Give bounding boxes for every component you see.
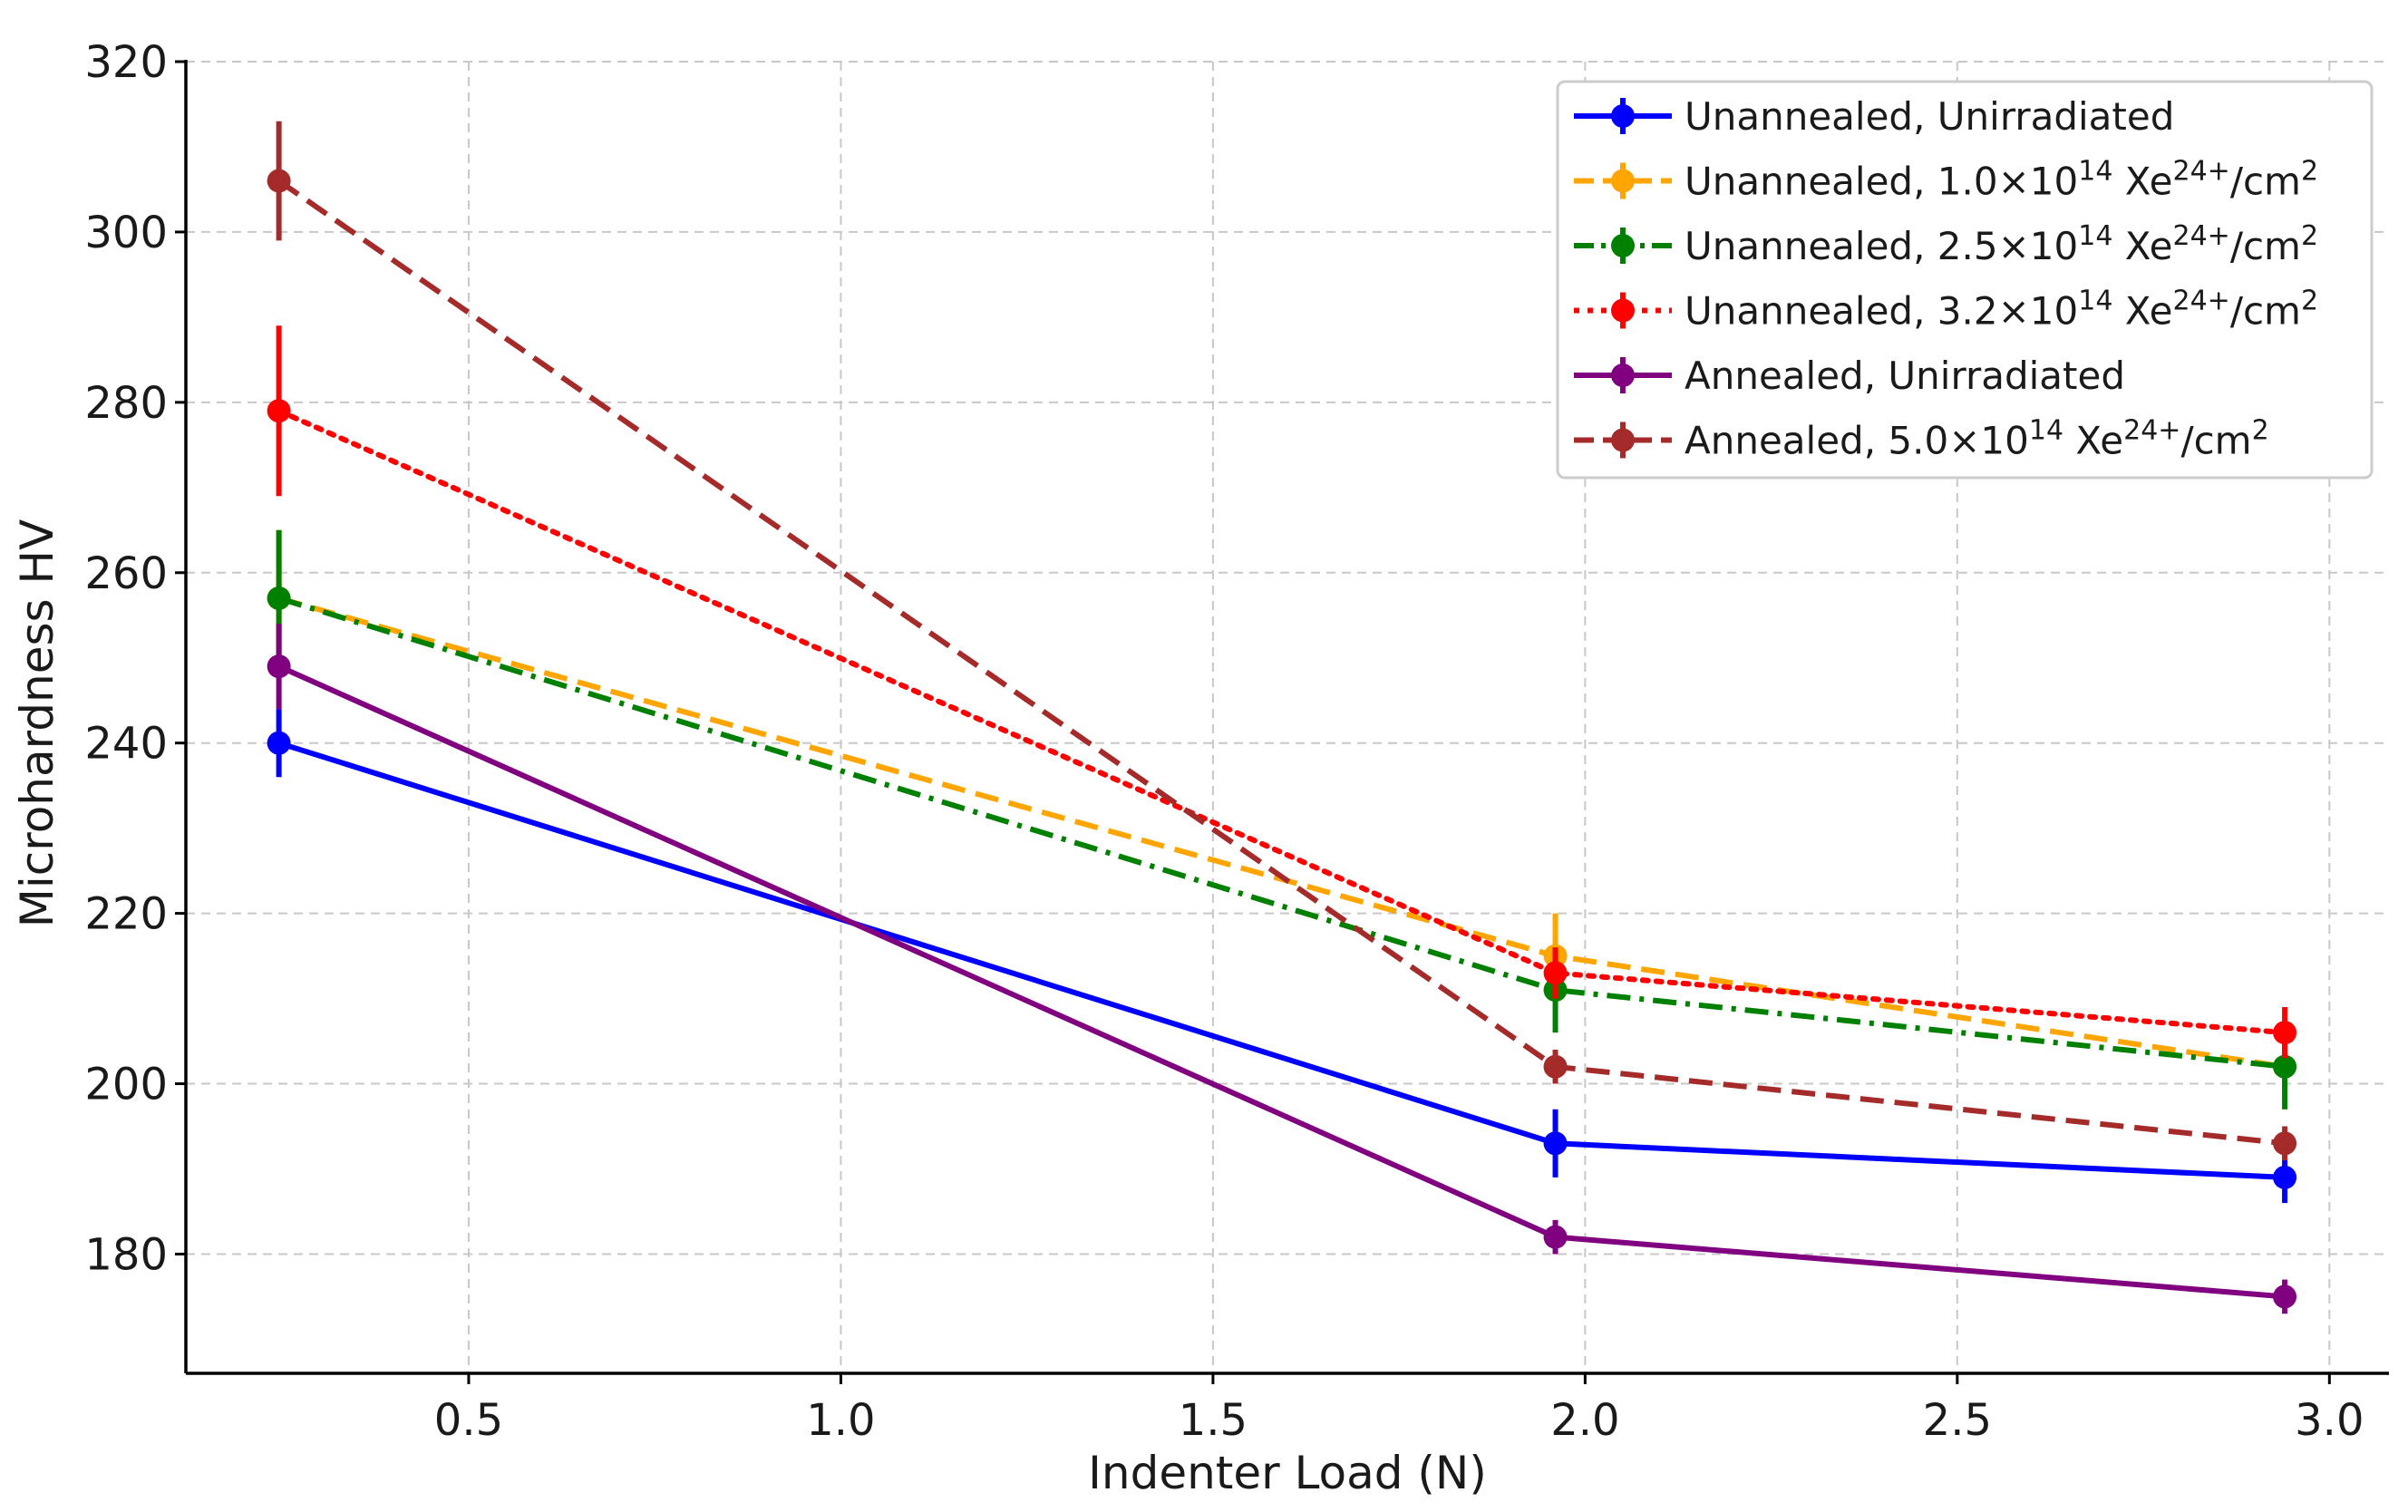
legend-text-part: Unannealed, bbox=[1685, 289, 1937, 334]
legend-marker bbox=[1611, 363, 1635, 387]
legend-superscript: 2 bbox=[2301, 286, 2318, 317]
y-tick-label: 280 bbox=[84, 378, 168, 429]
legend-text-part: /cm bbox=[2180, 419, 2251, 463]
legend-label: Annealed, 5.0×1014​ Xe24+​/cm2​ bbox=[1685, 415, 2269, 463]
series-line bbox=[277, 596, 2286, 1070]
legend-marker bbox=[1611, 298, 1635, 323]
series-line bbox=[276, 408, 2288, 1036]
legend-text-part: Unannealed, bbox=[1685, 224, 1937, 268]
legend-text-part: Annealed, Unirradiated bbox=[1685, 354, 2125, 398]
legend-superscript: 24+ bbox=[2173, 286, 2230, 317]
legend-text-part: Xe bbox=[2112, 160, 2172, 204]
y-tick-label: 260 bbox=[84, 548, 168, 599]
legend-text-part: 2.5×10 bbox=[1937, 224, 2078, 268]
legend-marker bbox=[1611, 169, 1635, 193]
legend-text-part: Unannealed, Unirradiated bbox=[1685, 94, 2174, 139]
data-point bbox=[267, 399, 291, 423]
legend-text-part: Xe bbox=[2063, 419, 2123, 463]
legend-entry: Unannealed, Unirradiated bbox=[1574, 94, 2174, 139]
legend-entry: Unannealed, 3.2×1014​ Xe24+​/cm2​ bbox=[1574, 286, 2318, 334]
legend-label: Unannealed, 1.0×1014​ Xe24+​/cm2​ bbox=[1685, 156, 2318, 204]
x-tick-label: 3.0 bbox=[2295, 1395, 2364, 1446]
data-point bbox=[2273, 1021, 2297, 1045]
legend-box bbox=[1556, 80, 2374, 480]
x-tick-label: 2.5 bbox=[1923, 1395, 1992, 1446]
legend-text-part: /cm bbox=[2230, 289, 2301, 334]
y-tick-label: 220 bbox=[84, 889, 168, 940]
data-point bbox=[1543, 1225, 1568, 1249]
x-tick-label: 0.5 bbox=[434, 1395, 503, 1446]
series-line bbox=[277, 664, 2286, 1300]
legend-superscript: 2 bbox=[2252, 415, 2269, 447]
axes: 0.5 1.0 1.5 2.0 2.5 3.0 180 200 220 240 260 280 300 3… bbox=[84, 37, 2389, 1446]
legend-text-part: 1.0×10 bbox=[1937, 160, 2078, 204]
y-tick-label: 240 bbox=[84, 719, 168, 770]
legend-superscript: 24+ bbox=[2173, 220, 2230, 252]
data-point bbox=[2273, 1165, 2297, 1189]
y-tick-label: 200 bbox=[84, 1060, 168, 1110]
series-1 bbox=[267, 529, 2297, 1110]
data-point bbox=[1543, 1054, 1568, 1079]
legend-superscript: 14 bbox=[2078, 286, 2112, 317]
x-axis-title: Indenter Load (N) bbox=[1088, 1447, 1487, 1499]
data-point bbox=[1543, 1131, 1568, 1156]
x-tick-label: 1.0 bbox=[806, 1395, 875, 1446]
legend-entry: Unannealed, 2.5×1014​ Xe24+​/cm2​ bbox=[1574, 220, 2318, 268]
legend-superscript: 24+ bbox=[2173, 156, 2230, 188]
y-tick-label: 180 bbox=[84, 1229, 168, 1280]
legend-text-part: 5.0×10 bbox=[1888, 419, 2028, 463]
legend-text-part: /cm bbox=[2230, 224, 2301, 268]
legend: Unannealed, Unirradiated Unannealed, 1.0×… bbox=[1556, 80, 2374, 480]
data-point bbox=[267, 169, 291, 193]
legend-marker bbox=[1611, 104, 1635, 128]
data-point bbox=[2273, 1284, 2297, 1309]
legend-text-part: Unannealed, bbox=[1685, 160, 1937, 204]
data-point bbox=[1543, 961, 1568, 985]
legend-superscript: 14 bbox=[2029, 415, 2063, 447]
legend-marker bbox=[1611, 234, 1635, 257]
data-point bbox=[267, 731, 291, 755]
legend-superscript: 14 bbox=[2078, 156, 2112, 188]
legend-marker bbox=[1611, 428, 1635, 452]
legend-text-part: Annealed, bbox=[1685, 419, 1888, 463]
x-tick-label: 2.0 bbox=[1550, 1395, 1619, 1446]
legend-superscript: 14 bbox=[2078, 220, 2112, 252]
x-tick-label: 1.5 bbox=[1179, 1395, 1248, 1446]
legend-label: Unannealed, 3.2×1014​ Xe24+​/cm2​ bbox=[1685, 286, 2318, 334]
legend-text-part: Xe bbox=[2112, 289, 2172, 334]
legend-label: Unannealed, 2.5×1014​ Xe24+​/cm2​ bbox=[1685, 220, 2318, 268]
legend-label: Unannealed, Unirradiated bbox=[1685, 94, 2174, 139]
data-point bbox=[267, 586, 291, 610]
legend-superscript: 2 bbox=[2301, 156, 2318, 188]
data-point bbox=[2273, 1054, 2297, 1079]
legend-entry: Annealed, Unirradiated bbox=[1574, 354, 2125, 398]
legend-text-part: 3.2×10 bbox=[1937, 289, 2078, 334]
legend-superscript: 24+ bbox=[2123, 415, 2180, 447]
legend-label: Annealed, Unirradiated bbox=[1685, 354, 2125, 398]
data-point bbox=[2273, 1131, 2297, 1156]
series-3 bbox=[267, 325, 2297, 1059]
legend-entry: Unannealed, 1.0×1014​ Xe24+​/cm2​ bbox=[1574, 156, 2318, 204]
series-line bbox=[277, 596, 2286, 1070]
y-tick-label: 320 bbox=[84, 37, 168, 88]
legend-text-part: /cm bbox=[2230, 160, 2301, 204]
series-4 bbox=[267, 624, 2297, 1314]
legend-text-part: Xe bbox=[2112, 224, 2172, 268]
legend-superscript: 2 bbox=[2301, 220, 2318, 252]
series-5 bbox=[267, 121, 2297, 1161]
y-tick-label: 300 bbox=[84, 208, 168, 258]
data-point bbox=[267, 654, 291, 679]
legend-entry: Annealed, 5.0×1014​ Xe24+​/cm2​ bbox=[1574, 415, 2269, 463]
series-layer bbox=[267, 121, 2297, 1314]
y-axis-title: Microhardness HV bbox=[11, 519, 63, 928]
series-0 bbox=[267, 709, 2297, 1204]
